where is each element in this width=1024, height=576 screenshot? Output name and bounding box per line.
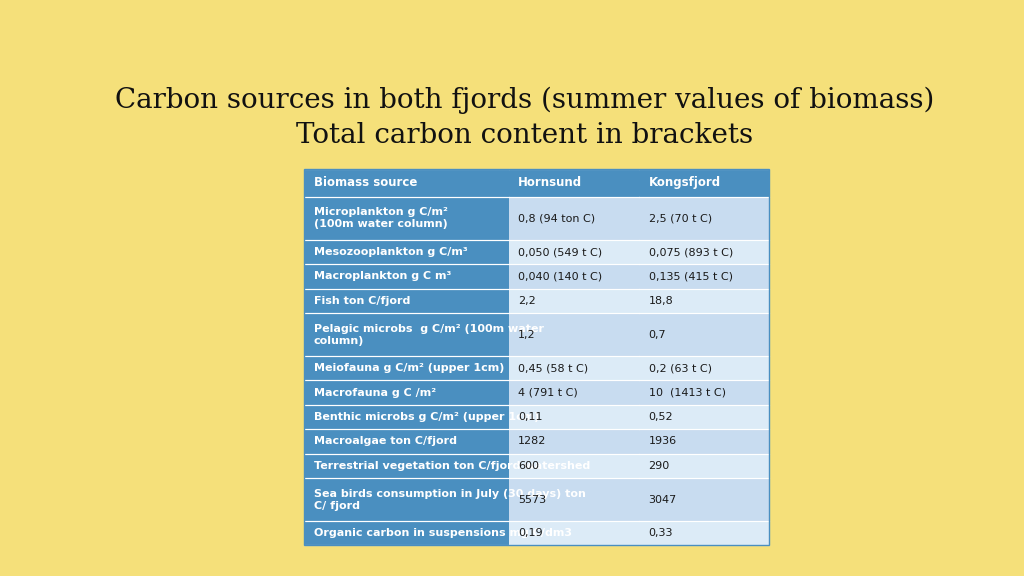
Bar [304,478,509,521]
Text: Microplankton g C/m²
(100m water column): Microplankton g C/m² (100m water column) [313,207,447,229]
Bar [304,381,509,405]
Bar [639,478,769,521]
Text: 0,45 (58 t C): 0,45 (58 t C) [518,363,589,373]
Text: Hornsund: Hornsund [518,176,583,190]
Text: 0,7: 0,7 [648,329,667,340]
Text: Meiofauna g C/m² (upper 1cm): Meiofauna g C/m² (upper 1cm) [313,363,504,373]
Bar [509,197,639,240]
Bar [509,240,639,264]
Bar [509,478,639,521]
Bar [509,381,639,405]
Bar [639,356,769,381]
Text: 0,33: 0,33 [648,528,673,538]
Bar [304,356,509,381]
Bar [509,405,639,429]
Text: Macrofauna g C /m²: Macrofauna g C /m² [313,388,436,397]
Text: 0,52: 0,52 [648,412,673,422]
Text: 0,8 (94 ton C): 0,8 (94 ton C) [518,213,595,223]
Bar [304,289,509,313]
Bar [509,289,639,313]
Text: Mesozooplankton g C/m³: Mesozooplankton g C/m³ [313,247,467,257]
Text: Carbon sources in both fjords (summer values of biomass)
Total carbon content in: Carbon sources in both fjords (summer va… [115,87,935,149]
Text: 5573: 5573 [518,495,547,505]
Bar [304,429,509,454]
Bar [509,454,639,478]
Text: Organic carbon in suspensions mg C/dm3: Organic carbon in suspensions mg C/dm3 [313,528,571,538]
Text: 600: 600 [518,461,540,471]
Bar [639,381,769,405]
Text: Macroplankton g C m³: Macroplankton g C m³ [313,271,452,282]
Text: 0,11: 0,11 [518,412,543,422]
Bar [509,313,639,356]
Bar [639,429,769,454]
Text: 4 (791 t C): 4 (791 t C) [518,388,579,397]
Bar [304,169,509,197]
Bar [304,313,509,356]
Text: 1282: 1282 [518,437,547,446]
Bar [304,240,509,264]
Text: 10  (1413 t C): 10 (1413 t C) [648,388,726,397]
Bar [639,264,769,289]
Bar [304,264,509,289]
Text: Terrestrial vegetation ton C/fjord watershed: Terrestrial vegetation ton C/fjord water… [313,461,590,471]
Bar [639,289,769,313]
Text: 0,075 (893 t C): 0,075 (893 t C) [648,247,733,257]
Text: 0,19: 0,19 [518,528,543,538]
Bar [639,240,769,264]
Text: Pelagic microbs  g C/m² (100m water
column): Pelagic microbs g C/m² (100m water colum… [313,324,544,346]
Bar [509,429,639,454]
Bar [639,521,769,545]
Bar [509,356,639,381]
Text: Macroalgae ton C/fjord: Macroalgae ton C/fjord [313,437,457,446]
Bar [304,169,769,545]
Text: Sea birds consumption in July (30 days) ton
C/ fjord: Sea birds consumption in July (30 days) … [313,488,586,510]
Text: 0,135 (415 t C): 0,135 (415 t C) [648,271,732,282]
Text: 0,2 (63 t C): 0,2 (63 t C) [648,363,712,373]
Text: 1936: 1936 [648,437,677,446]
Bar [639,405,769,429]
Text: Benthic microbs g C/m² (upper 1cm): Benthic microbs g C/m² (upper 1cm) [313,412,539,422]
Bar [639,313,769,356]
Text: 0,050 (549 t C): 0,050 (549 t C) [518,247,602,257]
Bar [304,405,509,429]
Text: 18,8: 18,8 [648,296,674,306]
Bar [509,264,639,289]
Bar [509,169,639,197]
Text: 1,2: 1,2 [518,329,536,340]
Text: 2,5 (70 t C): 2,5 (70 t C) [648,213,712,223]
Bar [509,521,639,545]
Bar [639,197,769,240]
Bar [304,454,509,478]
Text: 3047: 3047 [648,495,677,505]
Bar [639,454,769,478]
Bar [304,197,509,240]
Text: 290: 290 [648,461,670,471]
Bar [639,169,769,197]
Text: 0,040 (140 t C): 0,040 (140 t C) [518,271,602,282]
Text: 2,2: 2,2 [518,296,537,306]
Bar [304,521,509,545]
Text: Kongsfjord: Kongsfjord [648,176,721,190]
Text: Fish ton C/fjord: Fish ton C/fjord [313,296,410,306]
Text: Biomass source: Biomass source [313,176,417,190]
